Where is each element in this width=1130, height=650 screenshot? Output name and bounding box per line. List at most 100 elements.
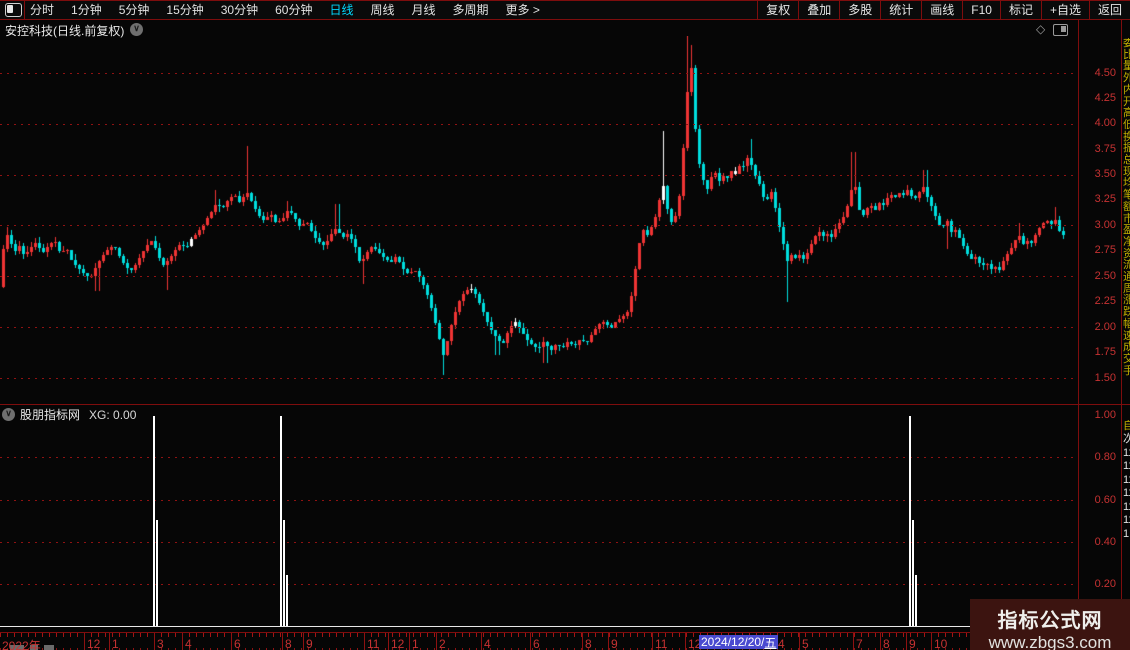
period-tab-月线[interactable]: 月线	[411, 3, 436, 17]
indicator-name[interactable]: 股朋指标网	[20, 408, 81, 422]
time-axis-separator	[582, 633, 583, 650]
xg-signal-line	[280, 416, 282, 626]
period-tab-分时[interactable]: 分时	[30, 3, 55, 17]
time-axis-label: 7	[856, 637, 863, 650]
time-axis-separator	[182, 633, 183, 650]
strip-divider-line	[1121, 20, 1122, 599]
toolbar-button-F10[interactable]: F10	[962, 0, 1000, 19]
sub-gridline	[0, 500, 1078, 501]
price-axis-label: 2.25	[1094, 295, 1116, 307]
price-axis-label: 3.00	[1094, 219, 1116, 231]
toolbar-divider	[24, 0, 25, 19]
window-layout-icon[interactable]	[5, 3, 22, 17]
time-axis-separator	[931, 633, 932, 650]
sub-axis-label: 1.00	[1094, 409, 1116, 421]
time-axis-separator	[84, 633, 85, 650]
xg-signal-line	[912, 520, 914, 626]
time-axis-label: 4	[185, 637, 192, 650]
price-gridline	[0, 378, 1078, 379]
time-axis-label: 12	[391, 637, 405, 650]
time-axis-label: 4	[484, 637, 491, 650]
period-tab-更多 >[interactable]: 更多 >	[505, 3, 540, 17]
toolbar-button-返回[interactable]: 返回	[1088, 0, 1130, 19]
xg-signal-line	[909, 416, 911, 626]
price-axis-label: 2.50	[1094, 270, 1116, 282]
axis-divider-line	[1078, 20, 1079, 600]
clipped-status-text	[30, 645, 38, 650]
price-axis-label: 1.50	[1094, 372, 1116, 384]
toolbar-button-多股[interactable]: 多股	[839, 0, 880, 19]
price-gridline	[0, 73, 1078, 74]
time-axis-separator	[530, 633, 531, 650]
time-axis-label: 2	[439, 637, 446, 650]
chevron-down-icon[interactable]: ∨	[130, 23, 143, 36]
price-axis-label: 3.25	[1094, 193, 1116, 205]
xg-signal-line	[156, 520, 158, 626]
period-tab-5分钟[interactable]: 5分钟	[118, 3, 150, 17]
time-axis-separator	[388, 633, 389, 650]
price-gridline	[0, 124, 1078, 125]
price-gridline	[0, 175, 1078, 176]
panel-divider-line	[0, 404, 1130, 405]
time-axis-separator	[853, 633, 854, 650]
chevron-down-icon[interactable]: ∨	[2, 408, 15, 421]
price-gridline	[0, 327, 1078, 328]
time-axis-label: 6	[533, 637, 540, 650]
clipped-status-text	[10, 645, 24, 650]
indicator-value: XG: 0.00	[89, 407, 137, 422]
sub-gridline	[0, 542, 1078, 543]
time-axis-label: 11	[655, 637, 668, 650]
toolbar-button-标记[interactable]: 标记	[999, 0, 1041, 19]
clipped-status-text	[44, 645, 54, 650]
price-axis-label: 2.00	[1094, 321, 1116, 333]
price-axis-label: 4.25	[1094, 92, 1116, 104]
time-axis-separator	[109, 633, 110, 650]
xg-signal-line	[915, 575, 917, 626]
clipped-quote-panel-values: 自 次1111111111111	[1123, 420, 1130, 540]
time-axis-separator	[231, 633, 232, 650]
period-tab-多周期[interactable]: 多周期	[452, 3, 489, 17]
time-axis-label: 6	[234, 637, 241, 650]
time-axis-label: 3	[157, 637, 164, 650]
sub-axis-label: 0.20	[1094, 578, 1116, 590]
time-axis-label: 9	[306, 637, 313, 650]
price-gridline	[0, 225, 1078, 226]
period-tab-15分钟[interactable]: 15分钟	[166, 3, 204, 17]
time-axis-separator	[436, 633, 437, 650]
time-axis-separator	[303, 633, 304, 650]
time-axis-label: 2022年	[2, 639, 41, 650]
time-axis-label: 8	[285, 637, 292, 650]
time-axis-label: 9	[909, 637, 916, 650]
xg-signal-line	[153, 416, 155, 626]
time-axis-label: 8	[883, 637, 890, 650]
period-tab-日线[interactable]: 日线	[329, 3, 354, 17]
clipped-bottom-ticks	[0, 648, 1078, 650]
period-tab-60分钟[interactable]: 60分钟	[275, 3, 313, 17]
time-axis-label: 1	[112, 637, 119, 650]
candlestick-chart-canvas[interactable]	[0, 36, 1078, 404]
time-axis-separator	[652, 633, 653, 650]
sub-axis-label: 0.60	[1094, 494, 1116, 506]
sub-gridline	[0, 584, 1078, 585]
period-tab-30分钟[interactable]: 30分钟	[220, 3, 259, 17]
toolbar-button-画线[interactable]: 画线	[921, 0, 962, 19]
period-tab-1分钟[interactable]: 1分钟	[71, 3, 102, 17]
time-axis-separator	[282, 633, 283, 650]
split-panel-icon[interactable]	[1053, 24, 1068, 36]
toolbar-button-+自选[interactable]: +自选	[1040, 0, 1089, 19]
time-axis-divider-line	[0, 632, 1078, 633]
price-axis-label: 4.00	[1094, 117, 1116, 129]
diamond-marker-icon[interactable]: ◇	[1036, 22, 1046, 36]
time-axis-label: 4	[778, 637, 785, 650]
toolbar-button-复权[interactable]: 复权	[757, 0, 798, 19]
toolbar-button-统计[interactable]: 统计	[880, 0, 921, 19]
price-axis-label: 3.75	[1094, 143, 1116, 155]
toolbar-button-叠加[interactable]: 叠加	[798, 0, 839, 19]
time-axis-label: 12	[688, 637, 702, 650]
time-axis-separator	[409, 633, 410, 650]
time-axis-separator	[364, 633, 365, 650]
time-axis-separator	[799, 633, 800, 650]
period-tab-周线[interactable]: 周线	[370, 3, 395, 17]
time-axis-separator	[154, 633, 155, 650]
sub-axis-label: 0.80	[1094, 451, 1116, 463]
